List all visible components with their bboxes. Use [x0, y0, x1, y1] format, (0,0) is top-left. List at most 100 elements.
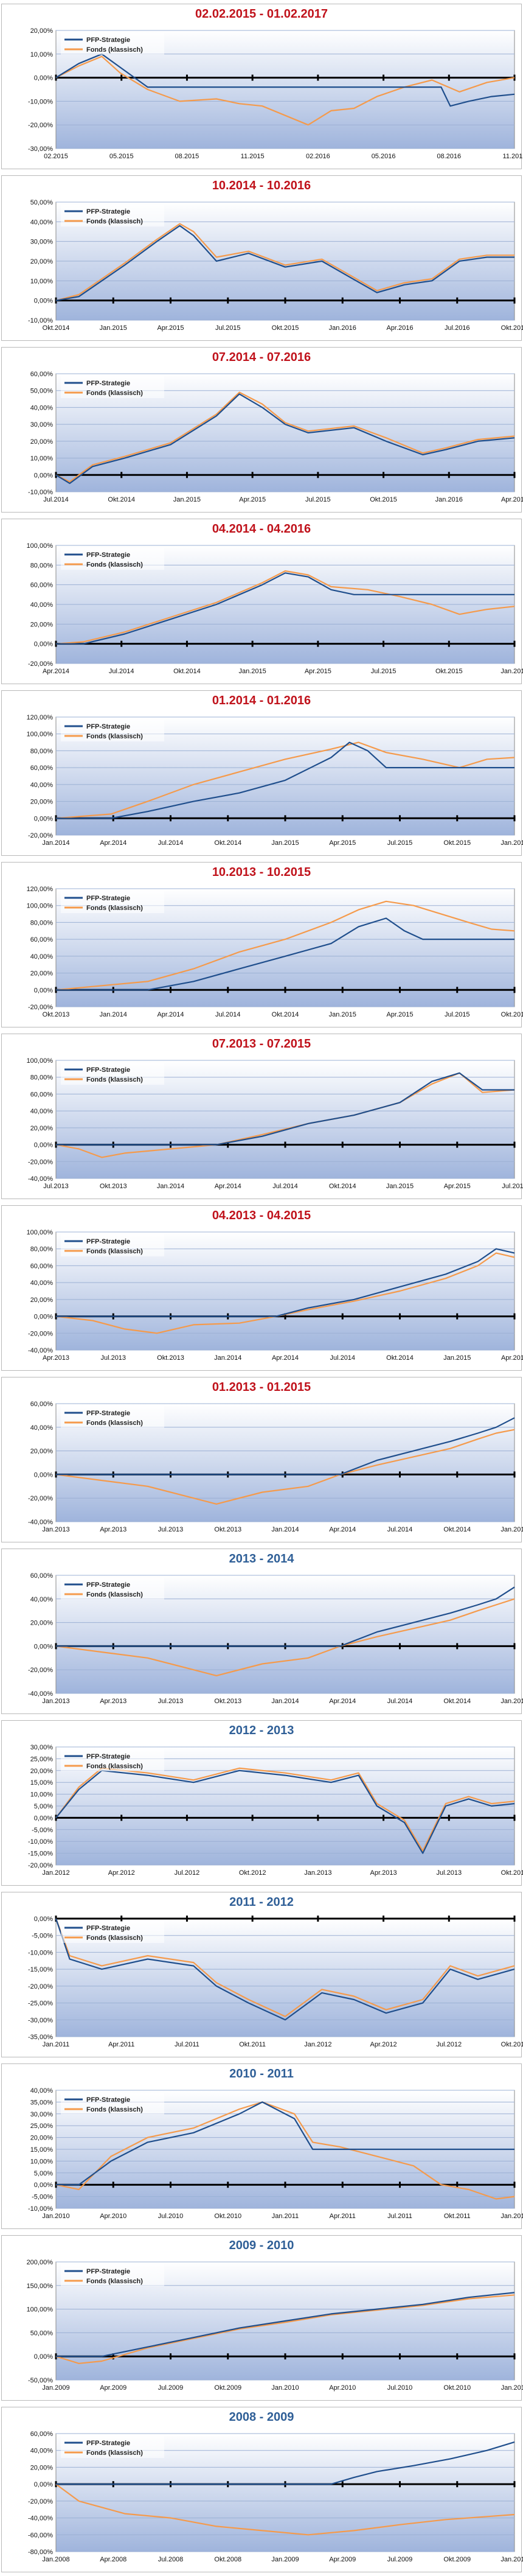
x-tick-label: Jan.2015 [443, 1354, 471, 1362]
y-tick-label: 20,00% [30, 27, 54, 35]
y-tick-label: -50,00% [28, 2377, 53, 2384]
x-tick-label: Jan.2016 [329, 324, 356, 332]
legend-label: PFP-Strategie [86, 380, 130, 387]
x-tick-label: Jan.2012 [42, 1869, 69, 1877]
series-line-strategy [56, 1417, 515, 1475]
y-tick-label: -35,00% [28, 2034, 53, 2041]
x-tick-label: Okt.2011 [239, 2041, 266, 2048]
x-tick-label: Apr.2015 [157, 324, 184, 332]
x-tick-label: Jan.2014 [214, 1354, 241, 1362]
x-tick-label: Jul.2009 [158, 2384, 184, 2392]
x-tick-label: Okt.2013 [157, 1354, 184, 1362]
x-tick-label: Okt.2010 [214, 2213, 241, 2220]
y-tick-label: 20,00% [30, 1297, 54, 1304]
x-tick-label: Apr.2015 [329, 839, 356, 847]
legend [61, 2264, 164, 2286]
x-tick-label: Jan.2008 [42, 2556, 69, 2563]
legend-label: Fonds (klassisch) [86, 1591, 143, 1598]
legend [61, 548, 164, 570]
x-tick-label: Jan.2015 [271, 839, 299, 847]
series-line-strategy [56, 917, 514, 991]
y-tick-label: -15,00% [28, 1966, 53, 1973]
chart-svg: 0,00% -5,00% -10,00% -15,00% -20,00% -25,00% -… [28, 1916, 523, 2048]
x-tick-label: Jul.2014 [43, 496, 69, 503]
y-tick-label: 60,00% [30, 1572, 54, 1580]
chart-title: 2011 - 2012 [229, 1895, 294, 1909]
legend [61, 1063, 164, 1085]
x-tick-label: Jan.2012 [500, 2213, 523, 2220]
y-tick-label: -40,00% [28, 1347, 53, 1354]
x-tick-label: Apr.2013 [100, 1526, 126, 1533]
y-tick-label: 20,00% [30, 621, 54, 628]
chart-title: 2009 - 2010 [229, 2239, 294, 2252]
y-tick-label: 40,00% [30, 1279, 54, 1287]
x-tick-label: Okt.2012 [239, 1869, 266, 1877]
x-tick-label: Jul.2010 [158, 2213, 184, 2220]
y-tick-label: -20,00% [28, 1330, 53, 1337]
chart-panel: 01.2013 - 01.2015 60,00% 40,00% 20,00% 0,00%… [0, 1373, 523, 1545]
x-tick-label: Jan.2010 [500, 2556, 523, 2563]
legend [61, 1234, 164, 1256]
y-tick-label: 0,00% [34, 987, 53, 994]
legend [61, 33, 164, 55]
y-tick-label: 5,00% [34, 1803, 53, 1810]
chart-panel: 2008 - 2009 60,00% 40,00% 20,00% 0,00% -20,00… [0, 2403, 523, 2575]
x-tick-label: Apr.2013 [43, 1354, 69, 1362]
x-tick-label: Jul.2015 [387, 839, 413, 847]
legend-label: Fonds (klassisch) [86, 561, 143, 569]
series-line-fund [55, 1918, 515, 2017]
x-tick-label: Okt.2013 [214, 1526, 241, 1533]
y-tick-label: 10,00% [30, 2158, 54, 2165]
chart-panel: 10.2013 - 10.2015 120,00% 100,00% 80,00% 60,… [0, 858, 523, 1030]
y-tick-label: -25,00% [28, 2000, 53, 2007]
y-tick-label: 40,00% [30, 1596, 54, 1603]
y-tick-label: 20,00% [30, 1448, 54, 1455]
x-tick-label: Jan.2010 [271, 2384, 299, 2392]
y-tick-label: 40,00% [30, 1108, 54, 1115]
legend-label: PFP-Strategie [86, 2440, 130, 2447]
chart-panel: 10.2014 - 10.2016 50,00% 40,00% 30,00% 20,00… [0, 172, 523, 343]
chart-title: 10.2014 - 10.2016 [212, 179, 311, 192]
x-tick-label: Jan.2014 [271, 1698, 299, 1705]
x-tick-label: Apr.2016 [386, 324, 413, 332]
x-tick-label: Jul.2013 [158, 1698, 184, 1705]
x-tick-label: Okt.2016 [501, 324, 523, 332]
series-line-strategy [56, 1248, 515, 1317]
x-tick-label: Jan.2015 [239, 668, 266, 675]
y-tick-label: 10,00% [30, 51, 54, 58]
legend-label: PFP-Strategie [86, 1925, 130, 1932]
x-tick-label: Jul.2014 [387, 1698, 413, 1705]
series-line-strategy [55, 393, 515, 485]
y-tick-label: 0,00% [34, 1916, 53, 1923]
chart-panel: 2013 - 2014 60,00% 40,00% 20,00% 0,00% -20,00… [0, 1545, 523, 1717]
series-line-fund [55, 2101, 515, 2200]
chart-panel: 2011 - 2012 0,00% -5,00% -10,00% -15,00% -20,… [0, 1888, 523, 2060]
y-tick-label: 0,00% [34, 2182, 53, 2189]
y-tick-label: 30,00% [30, 2111, 54, 2118]
x-tick-label: Okt.2014 [272, 1011, 299, 1018]
y-tick-label: 0,00% [34, 1142, 53, 1149]
legend-label: PFP-Strategie [86, 723, 130, 730]
y-tick-label: 60,00% [30, 936, 54, 943]
y-tick-label: -10,00% [28, 1838, 53, 1846]
y-tick-label: 200,00% [27, 2259, 54, 2266]
x-tick-label: Jul.2014 [158, 839, 184, 847]
y-tick-label: 20,00% [30, 2464, 54, 2471]
x-tick-label: Apr.2014 [272, 1354, 299, 1362]
chart-panel: 07.2014 - 07.2016 60,00% 50,00% 40,00% 30,00… [0, 343, 523, 515]
y-tick-label: 20,00% [30, 438, 54, 446]
y-tick-label: 0,00% [34, 2481, 53, 2488]
x-tick-label: Jul.2014 [109, 668, 134, 675]
x-tick-label: Jan.2011 [43, 2041, 69, 2048]
series-line-strategy [56, 2101, 514, 2186]
y-tick-label: -20,00% [28, 2498, 53, 2505]
legend-label: Fonds (klassisch) [86, 46, 143, 54]
legend-label: PFP-Strategie [86, 1238, 130, 1245]
chart-panel: 2010 - 2011 40,00% 35,00% 30,00% 25,00% 20,00… [0, 2060, 523, 2231]
series-line-strategy [56, 1586, 515, 1647]
y-tick-label: 100,00% [27, 1229, 54, 1236]
chart-svg: 20,00%10,00%0,00%-10,00%-20,00%-30,00%02… [28, 27, 523, 160]
x-tick-label: Jul.2016 [445, 324, 470, 332]
legend [61, 1921, 164, 1943]
legend [61, 376, 164, 398]
